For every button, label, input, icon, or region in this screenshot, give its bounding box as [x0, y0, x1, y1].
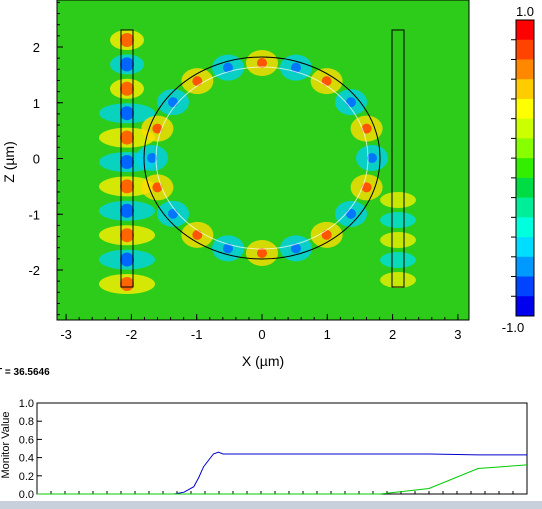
- colorbar: 1.0 -1.0: [502, 4, 535, 335]
- ring-maximum: [345, 208, 356, 219]
- monitor-y-tick-label: 0.2: [19, 471, 34, 483]
- ring-maximum: [223, 62, 234, 73]
- left-waveguide: [120, 29, 134, 288]
- waveguide-lobe: [380, 232, 416, 248]
- colorbar-bins: [511, 20, 534, 317]
- monitor-y-tick-label: 0.6: [19, 434, 34, 446]
- ring-outer: [143, 56, 381, 260]
- ring-maximum: [192, 76, 203, 87]
- ring-maximum: [361, 182, 372, 193]
- x-tick-label: 2: [389, 327, 396, 342]
- y-axis-label: Z (µm): [1, 141, 17, 183]
- ring-maximum: [152, 123, 163, 134]
- ring-maximum: [361, 123, 372, 134]
- monitor-y-tick-label: 0.4: [19, 453, 34, 465]
- waveguide-maximum: [120, 130, 134, 145]
- y-tick-label: -2: [28, 263, 40, 278]
- y-tick-label: -1: [28, 207, 40, 222]
- waveguide-maximum: [120, 106, 134, 121]
- colorbar-bin: [516, 39, 534, 60]
- monitor-series: [37, 451, 528, 495]
- y-axis-ticks: 2 1 0 -1 -2: [28, 1, 63, 316]
- ring-maximum: [290, 243, 301, 254]
- colorbar-bin: [516, 256, 534, 278]
- device-outline: [120, 29, 405, 288]
- colorbar-bin: [516, 98, 534, 120]
- colorbar-bin: [516, 158, 534, 179]
- time-label: T = 36.5646: [0, 367, 50, 378]
- waveguide-lobe: [380, 272, 416, 288]
- colorbar-bin: [516, 296, 534, 317]
- y-tick-label: 1: [33, 96, 40, 111]
- waveguide-maximum: [120, 179, 134, 194]
- x-tick-label: 0: [258, 327, 265, 342]
- x-tick-label: -3: [60, 327, 72, 342]
- monitor-y-tick-label: 0.8: [19, 416, 34, 428]
- ring-maximum: [367, 153, 377, 163]
- ring-maximum: [257, 248, 267, 258]
- waveguide-maximum: [120, 228, 134, 243]
- colorbar-max-label: 1.0: [516, 4, 534, 19]
- ring-maximum: [321, 229, 332, 240]
- monitor-x-ticks: [50, 491, 528, 494]
- ring-maximum: [147, 153, 157, 163]
- colorbar-frame: [515, 19, 535, 317]
- ring-inner: [155, 66, 369, 250]
- ring-maximum: [223, 243, 234, 254]
- monitor-series-line: [37, 464, 528, 495]
- y-tick-label: 0: [33, 152, 40, 167]
- ring-maximum: [168, 208, 179, 219]
- colorbar-bin: [516, 59, 534, 80]
- colorbar-bin: [516, 20, 534, 41]
- ring-maximum: [168, 97, 179, 108]
- monitor-y-ticks: 1.0 0.8 0.6 0.4 0.2 0.0: [19, 398, 42, 501]
- x-tick-label: 1: [324, 327, 331, 342]
- waveguide-maximum: [120, 57, 134, 72]
- monitor-y-tick-label: 1.0: [19, 398, 34, 410]
- monitor-y-axis-label: Monitor Value: [0, 411, 12, 478]
- x-tick-label: -1: [191, 327, 203, 342]
- colorbar-bin: [516, 197, 534, 218]
- colorbar-bin: [516, 217, 534, 238]
- ring-maximum: [290, 62, 301, 73]
- y-tick-label: 2: [33, 40, 40, 55]
- monitor-plot-area: [36, 402, 528, 495]
- x-axis-label: X (µm): [242, 353, 284, 369]
- waveguide-lobe: [380, 192, 416, 208]
- plot-frame: [56, 0, 470, 321]
- waveguide-maximum: [120, 203, 134, 218]
- x-axis-ticks: -3 -2 -1 0 1 2 3: [60, 314, 462, 342]
- field-plot: -3 -2 -1 0 1 2 3 2 1 0 -1 -2 X (µm) Z (µm): [1, 0, 470, 369]
- right-waveguide: [391, 29, 405, 288]
- colorbar-bin: [516, 237, 534, 258]
- colorbar-bin: [516, 138, 534, 159]
- ring-maximum: [345, 97, 356, 108]
- waveguide-maximum: [120, 155, 134, 169]
- x-tick-label: 3: [454, 327, 461, 342]
- waveguide-lobe: [380, 252, 416, 268]
- ring-maximum: [192, 229, 203, 240]
- monitor-y-tick-label: 0.0: [19, 489, 34, 501]
- colorbar-min-label: -1.0: [502, 320, 524, 335]
- colorbar-bin: [516, 177, 534, 199]
- ring-maximum: [321, 76, 332, 87]
- waveguide-maximum: [120, 33, 134, 47]
- colorbar-bin: [516, 79, 534, 100]
- waveguide-maximum: [120, 277, 134, 291]
- waveguide-maximum: [120, 81, 134, 96]
- colorbar-bin: [516, 276, 534, 297]
- monitor-series-line: [37, 451, 527, 495]
- waveguide-maximum: [120, 252, 134, 267]
- x-tick-label: -2: [126, 327, 138, 342]
- waveguide-lobe: [380, 212, 416, 228]
- ring-maximum: [152, 182, 163, 193]
- window-bottom-bar: [0, 501, 542, 509]
- ring-maximum: [257, 58, 267, 68]
- monitor-chart: 1.0 0.8 0.6 0.4 0.2 0.0 Monitor Value: [0, 398, 528, 501]
- colorbar-bin: [516, 118, 534, 139]
